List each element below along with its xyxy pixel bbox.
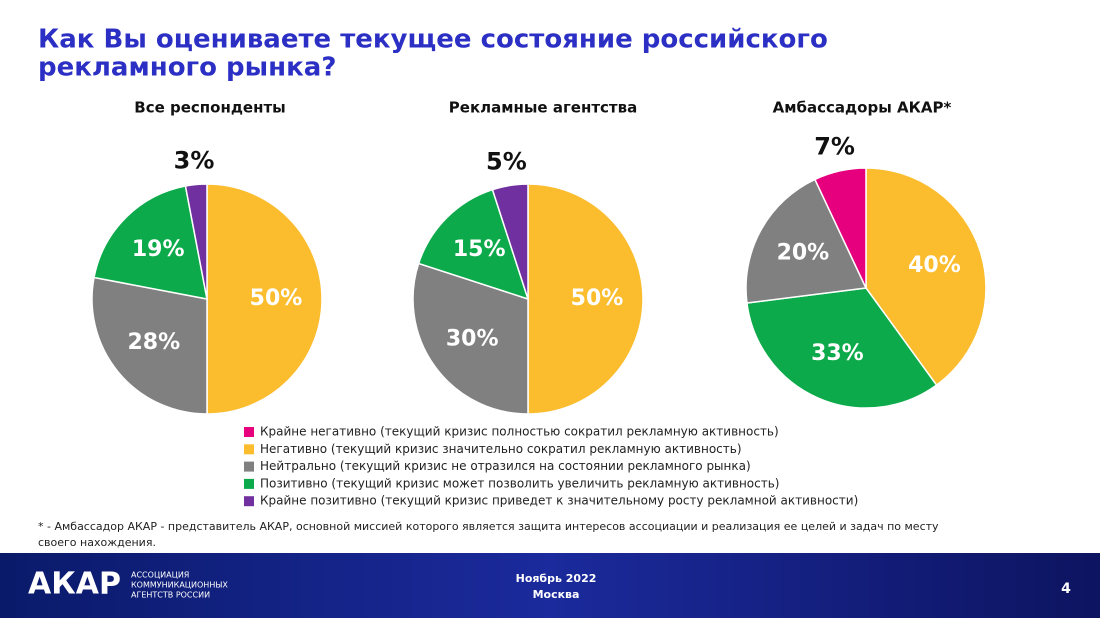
legend-swatch (244, 461, 254, 472)
pie-slice (93, 185, 208, 300)
legend-label: Позитивно (текущий кризис может позволит… (260, 476, 779, 490)
footer-city: Москва (533, 588, 580, 601)
legend-swatch (244, 444, 254, 455)
pie-slice (412, 262, 529, 415)
pie-slice (527, 183, 644, 415)
chart-title: Все респонденты (134, 99, 285, 117)
pie-slice (746, 287, 938, 409)
data-label: 3% (174, 147, 215, 175)
org-line: АГЕНТСТВ РОССИИ (131, 591, 210, 600)
data-label: 50% (250, 286, 303, 311)
data-label: 40% (908, 253, 961, 278)
data-label: 20% (777, 240, 830, 265)
data-label: 5% (486, 148, 527, 176)
org-line: КОММУНИКАЦИОННЫХ (131, 581, 228, 590)
footnote: своего нахождения. (38, 536, 156, 549)
pie-slice (865, 167, 987, 387)
chart-title: Амбассадоры АКАР* (773, 99, 952, 117)
pie-slice (745, 178, 868, 304)
data-label: 7% (814, 132, 855, 160)
footnote: * - Амбассадор АКАР - представитель АКАР… (38, 520, 939, 533)
pie-slice (91, 276, 208, 415)
title-line: рекламного рынка? (38, 53, 336, 83)
chart-title: Рекламные агентства (449, 99, 637, 117)
legend-swatch (244, 496, 254, 507)
pie-slice (813, 167, 867, 289)
title-line: Как Вы оцениваете текущее состояние росс… (38, 25, 828, 55)
data-label: 19% (132, 237, 185, 262)
legend-label: Негативно (текущий кризис значительно со… (260, 442, 742, 456)
pie-slice (491, 183, 529, 300)
data-label: 28% (127, 330, 180, 355)
legend-label: Нейтрально (текущий кризис не отразился … (260, 459, 751, 473)
footer-date: Ноябрь 2022 (516, 572, 597, 585)
footer-band (0, 553, 1100, 618)
data-label: 50% (571, 286, 624, 311)
pie-slice (184, 183, 208, 300)
legend-label: Крайне негативно (текущий кризис полност… (260, 425, 779, 439)
legend-swatch (244, 478, 254, 489)
org-line: АССОЦИАЦИЯ (131, 571, 189, 580)
data-label: 15% (453, 237, 506, 262)
legend-label: Крайне позитивно (текущий кризис приведе… (260, 494, 858, 508)
logo: АКАР (28, 567, 121, 602)
pie-slice (206, 183, 323, 415)
legend-swatch (244, 427, 254, 437)
data-label: 30% (446, 327, 499, 352)
data-label: 33% (811, 341, 864, 366)
page-number: 4 (1061, 581, 1071, 597)
